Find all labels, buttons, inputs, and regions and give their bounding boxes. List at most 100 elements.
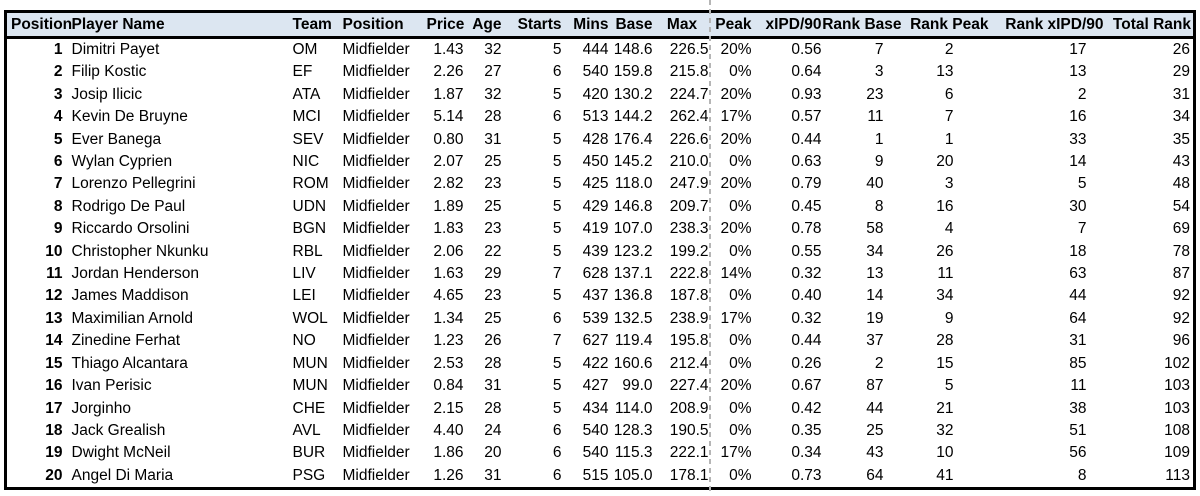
- cell-mins[interactable]: 420: [582, 85, 609, 103]
- cell-mins[interactable]: 540: [582, 63, 609, 81]
- cell-age[interactable]: 28: [484, 354, 502, 372]
- cell-rank_base[interactable]: 1: [874, 130, 884, 148]
- cell-total_rank[interactable]: 29: [1172, 63, 1190, 81]
- cell-xipd90[interactable]: 0.64: [791, 63, 822, 81]
- cell-rank_base[interactable]: 40: [866, 175, 884, 193]
- cell-base[interactable]: 130.2: [613, 85, 653, 103]
- cell-rank_base[interactable]: 13: [866, 265, 884, 283]
- cell-position[interactable]: Midfielder: [342, 153, 410, 171]
- cell-age[interactable]: 31: [484, 466, 502, 484]
- cell-rank_peak[interactable]: 13: [936, 63, 954, 81]
- cell-age[interactable]: 26: [484, 332, 502, 350]
- cell-base[interactable]: 105.0: [613, 466, 653, 484]
- cell-rank_peak[interactable]: 41: [936, 466, 954, 484]
- cell-team[interactable]: MUN: [292, 377, 328, 395]
- cell-max[interactable]: 227.4: [669, 377, 709, 395]
- cell-mins[interactable]: 513: [582, 108, 609, 126]
- cell-peak[interactable]: 17%: [720, 444, 752, 462]
- cell-mins[interactable]: 425: [582, 175, 609, 193]
- cell-age[interactable]: 32: [484, 85, 502, 103]
- cell-starts[interactable]: 6: [552, 108, 562, 126]
- cell-base[interactable]: 123.2: [613, 242, 653, 260]
- cell-base[interactable]: 159.8: [613, 63, 653, 81]
- cell-age[interactable]: 28: [484, 399, 502, 417]
- cell-pos[interactable]: 2: [53, 63, 63, 81]
- cell-price[interactable]: 1.63: [433, 265, 464, 283]
- cell-rank_base[interactable]: 43: [866, 444, 884, 462]
- cell-mins[interactable]: 419: [582, 220, 609, 238]
- cell-pos[interactable]: 7: [53, 175, 63, 193]
- cell-rank_peak[interactable]: 28: [936, 332, 954, 350]
- cell-price[interactable]: 5.14: [433, 108, 464, 126]
- cell-total_rank[interactable]: 109: [1164, 444, 1190, 462]
- cell-max[interactable]: 210.0: [669, 153, 709, 171]
- cell-pos[interactable]: 16: [45, 377, 63, 395]
- column-header-peak[interactable]: Peak: [711, 11, 752, 39]
- cell-age[interactable]: 23: [484, 220, 502, 238]
- cell-price[interactable]: 1.87: [433, 85, 464, 103]
- cell-team[interactable]: OM: [292, 41, 318, 58]
- cell-rank_base[interactable]: 2: [874, 354, 884, 372]
- cell-rank_peak[interactable]: 10: [936, 444, 954, 462]
- cell-rank_xipd90[interactable]: 18: [1069, 242, 1087, 260]
- cell-base[interactable]: 115.3: [614, 444, 653, 462]
- cell-age[interactable]: 25: [484, 309, 502, 327]
- cell-rank_peak[interactable]: 15: [936, 354, 954, 372]
- cell-peak[interactable]: 17%: [720, 309, 752, 327]
- cell-total_rank[interactable]: 54: [1172, 197, 1190, 215]
- cell-peak[interactable]: 20%: [720, 220, 752, 238]
- cell-peak[interactable]: 20%: [720, 175, 752, 193]
- cell-rank_xipd90[interactable]: 38: [1069, 399, 1087, 417]
- cell-team[interactable]: SEV: [292, 130, 324, 148]
- cell-rank_peak[interactable]: 32: [936, 421, 954, 439]
- cell-price[interactable]: 1.26: [433, 466, 464, 484]
- cell-rank_xipd90[interactable]: 31: [1069, 332, 1087, 350]
- cell-position[interactable]: Midfielder: [342, 354, 410, 372]
- cell-price[interactable]: 2.26: [433, 63, 464, 81]
- cell-mins[interactable]: 444: [582, 41, 609, 58]
- cell-name[interactable]: Zinedine Ferhat: [71, 332, 181, 350]
- cell-total_rank[interactable]: 34: [1172, 108, 1190, 126]
- cell-peak[interactable]: 0%: [729, 332, 752, 350]
- cell-rank_xipd90[interactable]: 14: [1069, 153, 1087, 171]
- cell-team[interactable]: EF: [292, 63, 313, 81]
- cell-position[interactable]: Midfielder: [342, 220, 410, 238]
- cell-total_rank[interactable]: 26: [1172, 41, 1190, 58]
- cell-name[interactable]: Ever Banega: [71, 130, 162, 148]
- cell-name[interactable]: Jordan Henderson: [71, 265, 200, 283]
- cell-position[interactable]: Midfielder: [342, 130, 410, 148]
- cell-rank_base[interactable]: 23: [866, 85, 884, 103]
- cell-position[interactable]: Midfielder: [342, 332, 410, 350]
- cell-rank_peak[interactable]: 20: [936, 153, 954, 171]
- cell-max[interactable]: 222.1: [669, 444, 709, 462]
- cell-starts[interactable]: 6: [552, 309, 562, 327]
- cell-peak[interactable]: 0%: [729, 354, 752, 372]
- cell-total_rank[interactable]: 43: [1172, 153, 1190, 171]
- cell-base[interactable]: 107.0: [613, 220, 653, 238]
- column-header-mins[interactable]: Mins: [561, 11, 609, 39]
- column-header-starts[interactable]: Starts: [501, 11, 562, 39]
- cell-rank_xipd90[interactable]: 64: [1069, 309, 1087, 327]
- cell-mins[interactable]: 627: [582, 332, 609, 350]
- cell-position[interactable]: Midfielder: [342, 466, 410, 484]
- cell-price[interactable]: 1.89: [433, 197, 464, 215]
- cell-age[interactable]: 31: [484, 130, 502, 148]
- cell-max[interactable]: 208.9: [669, 399, 709, 417]
- cell-xipd90[interactable]: 0.73: [791, 466, 822, 484]
- column-header-xipd90[interactable]: xIPD/90: [751, 11, 822, 39]
- cell-price[interactable]: 1.43: [433, 41, 464, 58]
- cell-mins[interactable]: 540: [582, 444, 609, 462]
- cell-base[interactable]: 118.0: [614, 175, 653, 193]
- cell-rank_peak[interactable]: 11: [937, 265, 954, 283]
- cell-team[interactable]: PSG: [292, 466, 326, 484]
- cell-base[interactable]: 144.2: [613, 108, 653, 126]
- cell-rank_xipd90[interactable]: 85: [1069, 354, 1087, 372]
- cell-max[interactable]: 226.5: [669, 41, 709, 58]
- cell-rank_xipd90[interactable]: 17: [1069, 41, 1087, 58]
- cell-total_rank[interactable]: 31: [1172, 85, 1190, 103]
- cell-age[interactable]: 20: [484, 444, 502, 462]
- cell-team[interactable]: MCI: [292, 108, 321, 126]
- cell-peak[interactable]: 0%: [729, 153, 752, 171]
- cell-rank_peak[interactable]: 34: [936, 287, 954, 305]
- cell-name[interactable]: Jack Grealish: [71, 421, 166, 439]
